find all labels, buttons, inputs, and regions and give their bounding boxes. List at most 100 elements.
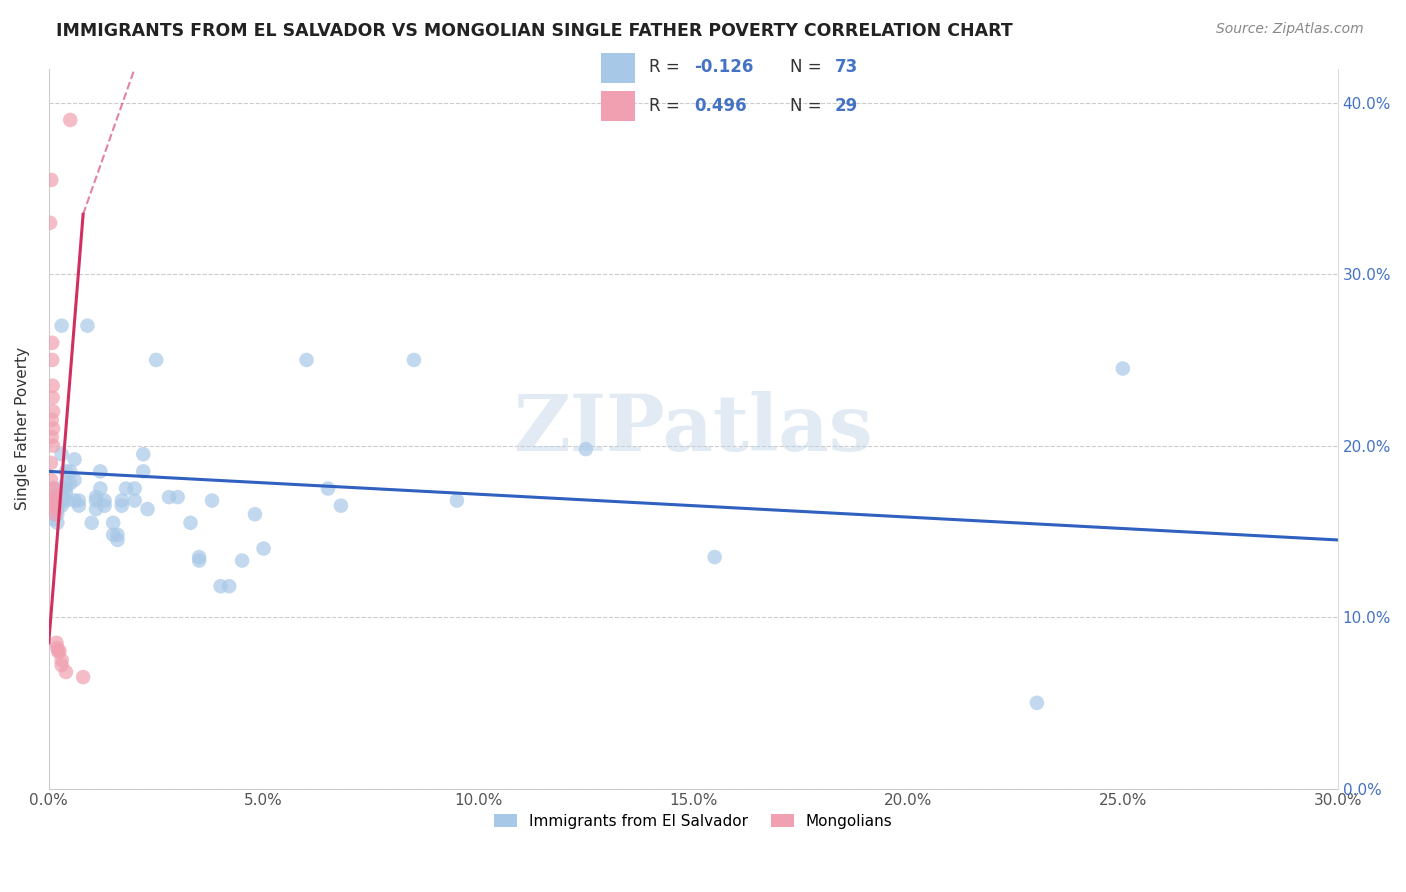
Point [209, 579, 232, 593]
Point [115, 482, 138, 496]
Point [93, 499, 115, 513]
Legend: Immigrants from El Salvador, Mongolians: Immigrants from El Salvador, Mongolians [488, 807, 898, 835]
Point [67, 499, 90, 513]
Point [180, 516, 202, 530]
Point [41, 378, 63, 392]
Point [51, 447, 73, 461]
Point [63, 493, 86, 508]
Point [145, 353, 167, 368]
Point [103, 516, 125, 530]
Point [46, 502, 69, 516]
Point [103, 528, 125, 542]
Point [124, 493, 146, 508]
Point [63, 452, 86, 467]
Point [84, 493, 107, 508]
Point [42, 404, 65, 418]
Text: -0.126: -0.126 [695, 59, 754, 77]
Text: N =: N = [790, 59, 827, 77]
Point [46, 516, 69, 530]
Point [1025, 696, 1047, 710]
Point [93, 493, 115, 508]
Point [132, 447, 155, 461]
Point [39, 216, 62, 230]
Point [44, 507, 66, 521]
FancyBboxPatch shape [600, 91, 636, 120]
Y-axis label: Single Father Poverty: Single Father Poverty [15, 347, 30, 510]
Point [46, 507, 69, 521]
Text: 29: 29 [835, 96, 858, 114]
Point [46, 640, 69, 655]
Point [80, 516, 103, 530]
Point [46, 644, 69, 658]
Point [132, 464, 155, 478]
Point [67, 493, 90, 508]
Point [111, 493, 134, 508]
Point [41, 413, 63, 427]
Point [1112, 361, 1135, 376]
Point [84, 502, 107, 516]
Point [41, 353, 63, 368]
Point [84, 490, 107, 504]
Point [51, 318, 73, 333]
Point [316, 482, 339, 496]
Point [51, 486, 73, 500]
Point [41, 335, 63, 350]
Point [51, 499, 73, 513]
Point [59, 112, 82, 127]
Point [44, 502, 66, 516]
Point [89, 482, 111, 496]
Point [111, 499, 134, 513]
Point [107, 533, 129, 547]
Point [55, 665, 77, 679]
Text: Source: ZipAtlas.com: Source: ZipAtlas.com [1216, 22, 1364, 37]
Point [41, 391, 63, 405]
Point [136, 502, 159, 516]
Point [42, 421, 65, 435]
Point [295, 353, 318, 368]
Point [157, 490, 180, 504]
Point [166, 490, 188, 504]
Point [59, 476, 82, 491]
Point [46, 486, 69, 500]
Point [188, 550, 211, 565]
Point [46, 493, 69, 508]
Point [201, 493, 224, 508]
Point [48, 644, 70, 658]
Point [51, 653, 73, 667]
Point [575, 442, 598, 456]
Point [39, 456, 62, 470]
Text: IMMIGRANTS FROM EL SALVADOR VS MONGOLIAN SINGLE FATHER POVERTY CORRELATION CHART: IMMIGRANTS FROM EL SALVADOR VS MONGOLIAN… [56, 22, 1012, 40]
Point [46, 490, 69, 504]
Point [51, 493, 73, 508]
Point [446, 493, 468, 508]
Text: N =: N = [790, 96, 827, 114]
Point [51, 658, 73, 673]
Point [42, 493, 65, 508]
Point [243, 507, 266, 521]
Point [55, 482, 77, 496]
Text: ZIPatlas: ZIPatlas [513, 391, 873, 467]
Point [51, 482, 73, 496]
Point [42, 482, 65, 496]
Point [252, 541, 274, 556]
Point [55, 493, 77, 508]
Point [51, 490, 73, 504]
Point [42, 439, 65, 453]
Point [45, 636, 67, 650]
Point [76, 318, 98, 333]
Point [72, 670, 94, 684]
Point [55, 464, 77, 478]
Point [42, 512, 65, 526]
Text: 73: 73 [835, 59, 858, 77]
Point [124, 482, 146, 496]
Point [41, 430, 63, 444]
Point [45, 486, 67, 500]
Point [42, 504, 65, 518]
Point [231, 553, 253, 567]
Point [218, 579, 240, 593]
Point [703, 550, 725, 565]
Point [42, 507, 65, 521]
Text: R =: R = [650, 59, 685, 77]
Point [55, 476, 77, 491]
Point [39, 473, 62, 487]
